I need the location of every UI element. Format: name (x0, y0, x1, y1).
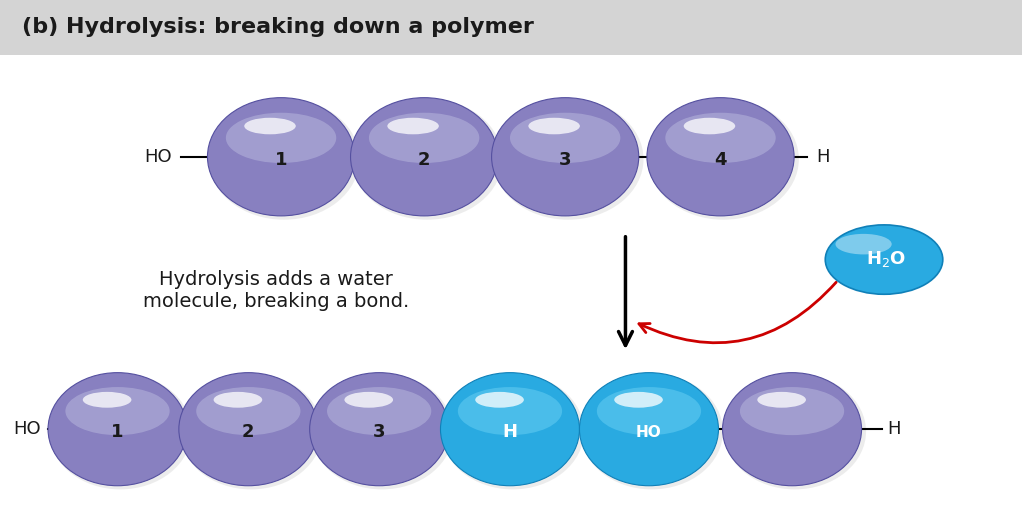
Ellipse shape (510, 113, 620, 163)
Ellipse shape (648, 99, 799, 219)
Ellipse shape (311, 374, 453, 489)
Ellipse shape (179, 373, 318, 486)
Text: HO: HO (144, 148, 173, 166)
Ellipse shape (310, 373, 449, 486)
Ellipse shape (614, 392, 663, 408)
Ellipse shape (214, 392, 263, 408)
Ellipse shape (579, 373, 718, 486)
FancyBboxPatch shape (0, 0, 1022, 55)
Ellipse shape (196, 387, 300, 435)
Ellipse shape (826, 225, 942, 294)
Ellipse shape (387, 118, 438, 134)
Text: 2: 2 (418, 151, 430, 169)
Ellipse shape (458, 387, 562, 435)
Ellipse shape (352, 99, 503, 219)
Ellipse shape (665, 113, 776, 163)
Text: HO: HO (636, 425, 662, 439)
Ellipse shape (244, 118, 295, 134)
Ellipse shape (83, 392, 132, 408)
Text: H: H (503, 423, 517, 441)
Ellipse shape (369, 113, 479, 163)
Ellipse shape (49, 374, 191, 489)
Ellipse shape (684, 118, 735, 134)
Ellipse shape (180, 374, 322, 489)
Ellipse shape (492, 98, 639, 216)
Ellipse shape (442, 374, 584, 489)
Ellipse shape (226, 113, 336, 163)
Ellipse shape (48, 373, 187, 486)
Ellipse shape (208, 99, 360, 219)
Text: 3: 3 (559, 151, 571, 169)
Ellipse shape (580, 374, 723, 489)
Ellipse shape (327, 387, 431, 435)
Text: (b) Hydrolysis: breaking down a polymer: (b) Hydrolysis: breaking down a polymer (22, 17, 535, 37)
Text: H$_2$O: H$_2$O (866, 249, 907, 268)
Ellipse shape (344, 392, 393, 408)
Text: 3: 3 (373, 423, 385, 441)
Ellipse shape (65, 387, 170, 435)
Ellipse shape (528, 118, 579, 134)
Ellipse shape (740, 387, 844, 435)
Text: 4: 4 (714, 151, 727, 169)
Ellipse shape (723, 373, 862, 486)
Ellipse shape (757, 392, 806, 408)
Text: H: H (816, 148, 830, 166)
Ellipse shape (836, 234, 891, 254)
Text: 2: 2 (242, 423, 254, 441)
Text: H: H (887, 420, 901, 438)
Ellipse shape (351, 98, 498, 216)
Ellipse shape (597, 387, 701, 435)
Text: HO: HO (12, 420, 41, 438)
Text: Hydrolysis adds a water
molecule, breaking a bond.: Hydrolysis adds a water molecule, breaki… (143, 270, 409, 311)
Ellipse shape (724, 374, 866, 489)
Ellipse shape (207, 98, 355, 216)
Ellipse shape (493, 99, 644, 219)
Ellipse shape (440, 373, 579, 486)
Text: 1: 1 (275, 151, 287, 169)
Ellipse shape (475, 392, 524, 408)
Text: 1: 1 (111, 423, 124, 441)
Ellipse shape (647, 98, 794, 216)
